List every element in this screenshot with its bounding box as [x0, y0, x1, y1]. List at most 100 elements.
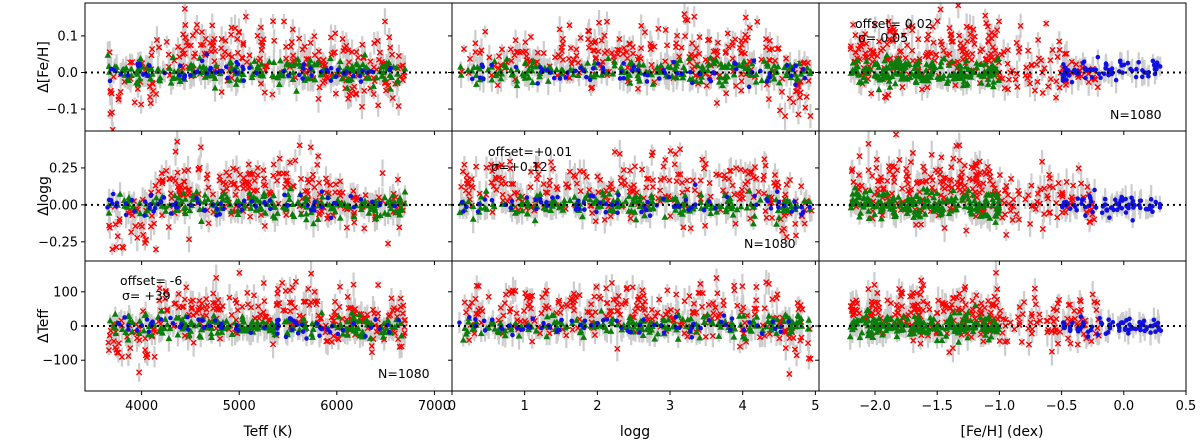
point-red	[655, 25, 662, 32]
point-red	[1056, 46, 1063, 54]
point-red	[742, 14, 749, 21]
point-green	[891, 80, 899, 87]
point-red	[165, 223, 172, 231]
point-green	[259, 72, 267, 79]
point-green	[617, 63, 625, 70]
point-green	[327, 205, 335, 212]
point-green	[752, 78, 760, 85]
point-blue	[1134, 66, 1139, 72]
point-green	[611, 62, 618, 69]
point-green	[361, 197, 369, 204]
point-red	[347, 90, 355, 97]
point-red	[575, 59, 582, 66]
point-red	[381, 18, 389, 25]
point-red	[218, 35, 225, 43]
point-green	[306, 56, 314, 63]
point-green	[396, 206, 404, 213]
point-red	[649, 177, 657, 184]
point-blue	[1128, 66, 1133, 72]
point-green	[256, 198, 264, 205]
point-blue	[219, 68, 224, 74]
point-red	[762, 207, 769, 215]
point-green	[310, 220, 317, 227]
point-red	[280, 18, 288, 25]
point-red	[185, 186, 192, 193]
point-green	[886, 83, 894, 90]
point-red	[624, 55, 631, 62]
point-green	[923, 72, 931, 79]
point-green	[957, 62, 965, 69]
point-red	[176, 185, 183, 193]
point-red	[307, 144, 314, 151]
point-red	[879, 45, 887, 52]
point-blue	[236, 203, 242, 208]
point-red	[374, 37, 381, 44]
point-green	[706, 54, 714, 61]
point-blue	[595, 61, 601, 66]
point-red	[702, 160, 709, 167]
point-red	[983, 20, 990, 27]
point-green	[937, 58, 945, 65]
point-red	[262, 67, 269, 74]
point-red	[315, 179, 323, 187]
point-red	[370, 64, 378, 71]
point-green	[653, 63, 661, 70]
point-red	[388, 51, 396, 58]
point-red	[282, 43, 290, 50]
point-red	[115, 93, 122, 100]
point-blue	[285, 73, 291, 78]
point-green	[289, 69, 297, 76]
point-red	[682, 33, 689, 40]
point-red	[909, 57, 916, 64]
point-red	[236, 171, 244, 178]
point-red	[546, 182, 553, 189]
point-red	[775, 45, 782, 52]
ytick-label: 0.1	[57, 29, 78, 44]
point-red	[146, 93, 154, 101]
point-red	[746, 24, 753, 31]
point-green	[274, 72, 282, 79]
point-green	[353, 60, 360, 67]
point-green	[275, 80, 283, 88]
point-green	[136, 210, 144, 217]
point-blue	[176, 72, 182, 78]
point-blue	[309, 73, 314, 78]
point-red	[702, 56, 709, 63]
point-red	[327, 34, 335, 41]
point-red	[251, 177, 258, 184]
point-red	[242, 13, 249, 20]
point-red	[629, 50, 637, 57]
point-red	[254, 32, 261, 39]
point-red	[108, 109, 116, 116]
point-green	[673, 59, 681, 66]
point-green	[975, 71, 983, 78]
point-red	[998, 51, 1005, 58]
point-red	[472, 48, 479, 56]
point-blue	[1144, 70, 1150, 76]
point-blue	[137, 61, 142, 67]
point-blue	[551, 75, 557, 81]
point-red	[223, 169, 230, 176]
point-red	[1047, 76, 1054, 83]
point-red	[270, 172, 277, 179]
point-red	[535, 171, 542, 178]
point-red	[332, 90, 340, 97]
point-red	[460, 45, 468, 53]
point-red	[782, 191, 789, 198]
point-red	[742, 36, 749, 44]
point-red	[681, 11, 688, 18]
point-green	[373, 212, 381, 219]
point-green	[180, 204, 188, 212]
point-red	[616, 35, 623, 43]
point-red	[710, 48, 717, 55]
point-green	[557, 70, 565, 77]
point-red	[367, 58, 374, 65]
point-green	[522, 60, 529, 67]
point-red	[332, 181, 339, 188]
point-red	[468, 176, 475, 183]
point-blue	[644, 79, 650, 84]
point-red	[348, 48, 356, 56]
point-red	[948, 35, 955, 42]
point-green	[894, 54, 902, 61]
point-red	[269, 91, 276, 98]
